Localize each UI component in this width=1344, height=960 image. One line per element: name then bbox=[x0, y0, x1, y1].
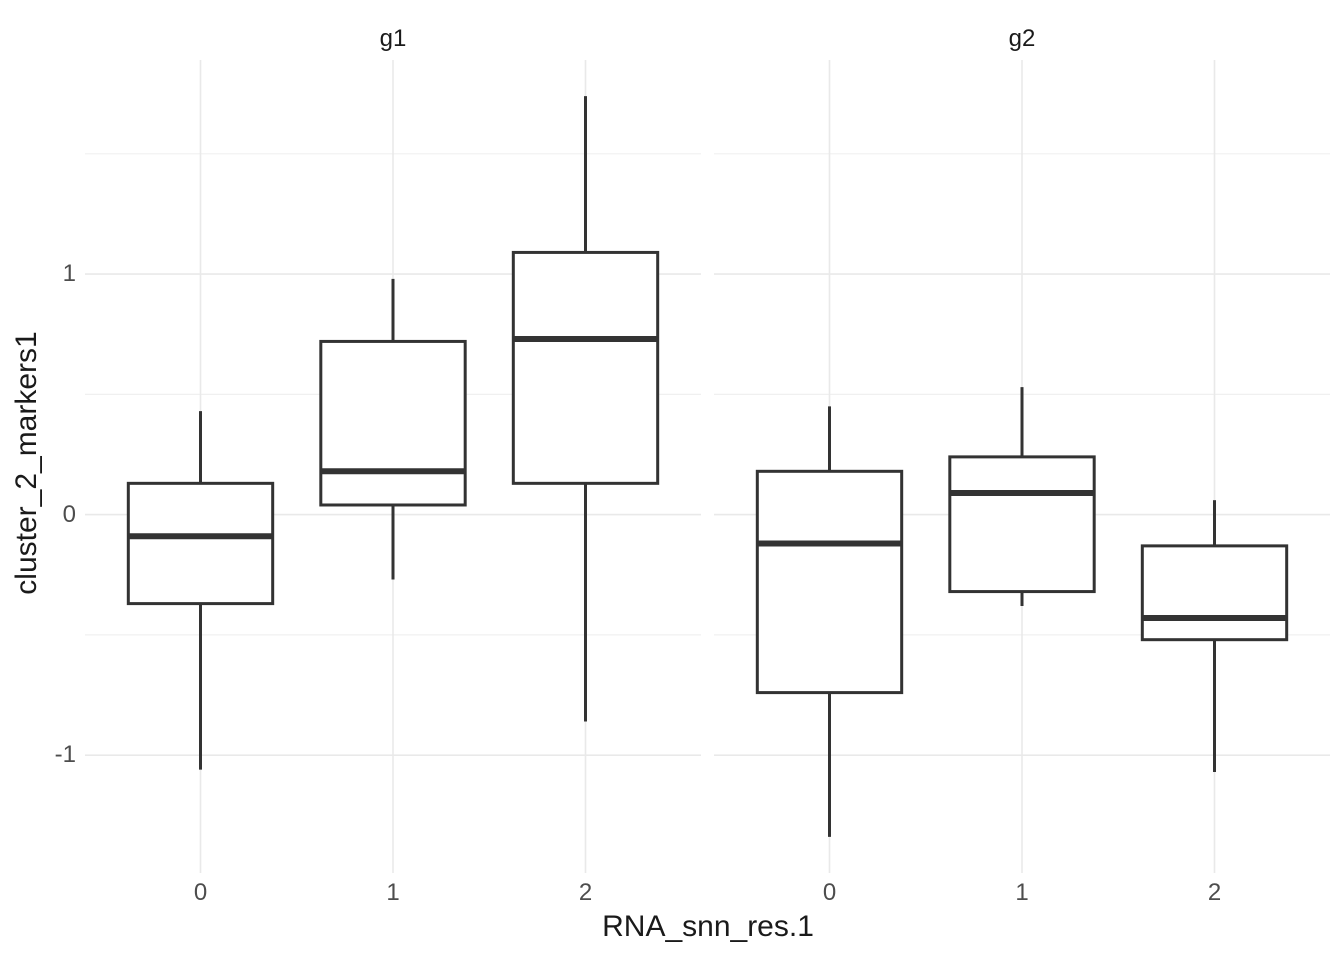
x-tick-label: 2 bbox=[578, 879, 593, 906]
boxplot-box bbox=[1140, 544, 1289, 642]
y-tick-label: 0 bbox=[62, 500, 76, 528]
boxplot-box bbox=[319, 339, 467, 507]
boxplot-box bbox=[948, 455, 1096, 594]
x-tick-label: 0 bbox=[193, 879, 208, 906]
x-tick-label: 0 bbox=[822, 879, 837, 906]
x-tick-label: 1 bbox=[1015, 879, 1029, 906]
x-tick-label: 1 bbox=[386, 879, 400, 906]
boxplot-box bbox=[126, 481, 275, 606]
x-axis-title: RNA_snn_res.1 bbox=[602, 910, 814, 943]
y-axis-title: cluster_2_markers1 bbox=[10, 331, 43, 595]
x-tick-label: 2 bbox=[1207, 879, 1222, 906]
y-tick-label: 1 bbox=[62, 260, 76, 288]
boxplot-box bbox=[755, 469, 904, 695]
boxplot-box bbox=[511, 250, 660, 485]
facet-strip-g1: g1 bbox=[379, 25, 407, 52]
facet-strip-g2: g2 bbox=[1008, 25, 1036, 52]
y-tick-label: -1 bbox=[54, 741, 76, 769]
